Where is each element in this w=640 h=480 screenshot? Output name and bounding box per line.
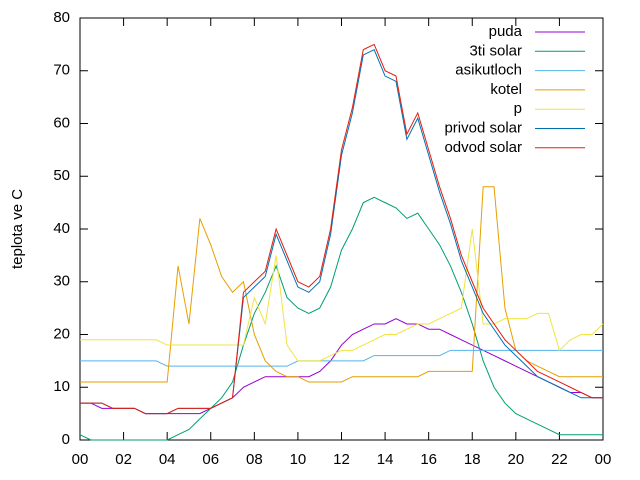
series-line [80, 318, 603, 415]
x-tick-label: 20 [507, 451, 524, 468]
y-tick-label: 0 [62, 431, 70, 448]
x-tick-label: 16 [420, 451, 437, 468]
legend-label: puda [489, 23, 523, 40]
y-tick-label: 40 [53, 220, 70, 237]
x-tick-label: 14 [377, 451, 394, 468]
series-line [80, 43, 603, 415]
x-tick-label: 12 [333, 451, 350, 468]
legend-label: p [514, 100, 522, 117]
y-axis-label: teplota ve C [9, 189, 26, 269]
legend-label: 3ti solar [469, 42, 522, 59]
x-tick-label: 06 [202, 451, 219, 468]
series-line [80, 186, 603, 383]
y-tick-label: 30 [53, 273, 70, 290]
x-tick-label: 02 [115, 451, 132, 468]
y-tick-label: 80 [53, 9, 70, 26]
y-tick-label: 50 [53, 167, 70, 184]
x-tick-label: 22 [551, 451, 568, 468]
legend-label: privod solar [444, 119, 522, 136]
y-tick-label: 70 [53, 62, 70, 79]
x-tick-label: 18 [464, 451, 481, 468]
series-line [80, 228, 604, 362]
series-line [79, 196, 603, 441]
plot-frame [79, 17, 604, 441]
y-tick-label: 10 [53, 378, 70, 395]
x-tick-label: 08 [246, 451, 263, 468]
legend-label: kotel [490, 81, 522, 98]
y-tick-label: 20 [53, 325, 70, 342]
legend-label: odvod solar [444, 139, 522, 156]
y-tick-label: 60 [53, 114, 70, 131]
x-tick-label: 00 [72, 451, 89, 468]
legend-label: asikutloch [455, 62, 522, 79]
x-tick-label: 10 [290, 451, 307, 468]
x-tick-label: 04 [159, 451, 176, 468]
x-tick-label: 00 [595, 451, 612, 468]
